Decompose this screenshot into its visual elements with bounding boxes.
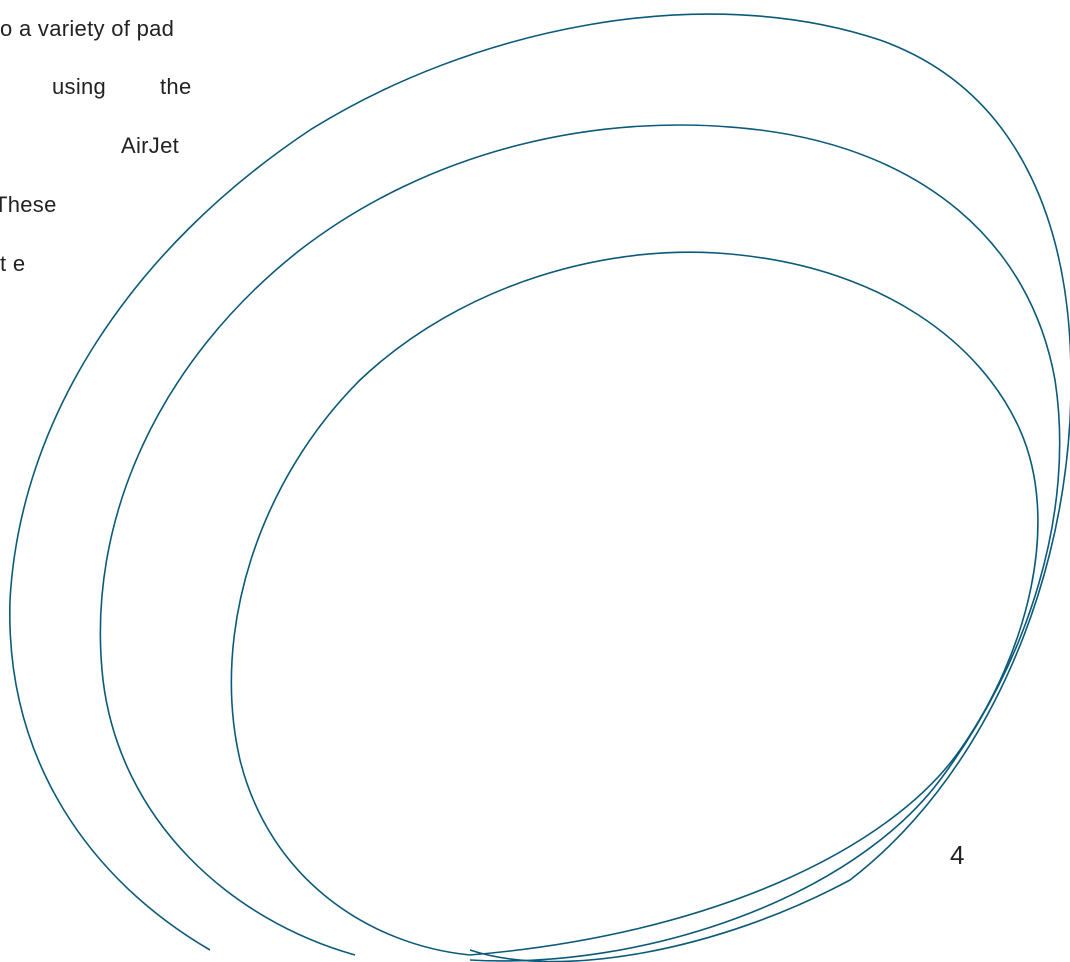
inner-ellipse-swoosh: [230, 251, 1039, 956]
page-number: 4: [950, 840, 965, 870]
body-text-line: AirJet: [121, 133, 180, 158]
body-text-line: These: [0, 192, 57, 217]
body-text-fragment: o a variety of pad using the AirJet Thes…: [0, 0, 300, 320]
body-text-line: the: [160, 74, 192, 99]
body-text-line: using: [52, 74, 107, 99]
body-text-line: o a variety of pad: [0, 16, 175, 41]
body-text-line: t e: [0, 251, 26, 276]
